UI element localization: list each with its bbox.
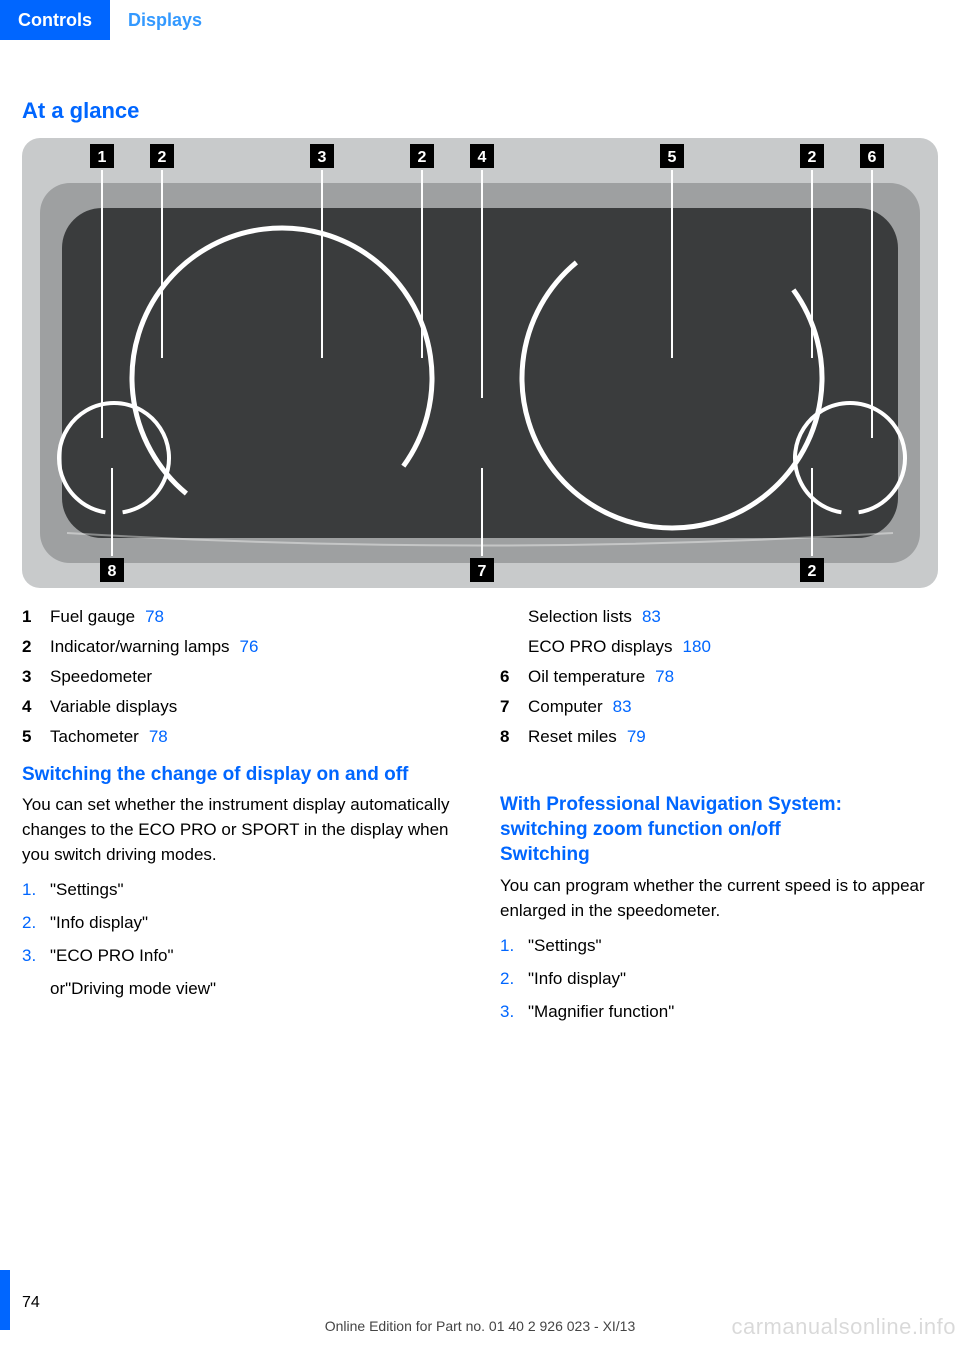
legend-number: 2 xyxy=(22,632,50,662)
instrument-diagram: 1 2 3 2 4 5 2 6 8 7 2 xyxy=(22,138,938,588)
switching-col: You can set whether the instrument displ… xyxy=(22,792,460,1032)
legend-text: Fuel gauge xyxy=(50,602,135,632)
legend-row: 5Tachometer 78 xyxy=(22,722,460,752)
legend-page-ref[interactable]: 79 xyxy=(627,722,646,752)
svg-text:1: 1 xyxy=(98,149,107,166)
header-tabs: Controls Displays xyxy=(0,0,960,40)
legend-row: 2Indicator/warning lamps 76 xyxy=(22,632,460,662)
zoom-h-l1: switching zoom function on/off xyxy=(500,819,781,840)
legend-row: 7Computer 83 xyxy=(500,692,938,722)
zoom-steps: 1."Settings"2."Info display"3."Magnifier… xyxy=(500,933,938,1024)
legend-page-ref[interactable]: 78 xyxy=(145,602,164,632)
zoom-h-l2: Switching xyxy=(500,844,590,865)
legend-page-ref[interactable]: 83 xyxy=(642,602,661,632)
switching-sub: or"Driving mode view" xyxy=(50,976,460,1001)
page-content: At a glance 12324526872 1Fuel gauge782In… xyxy=(0,40,960,1032)
page-number: 74 xyxy=(22,1294,938,1312)
legend-number: 8 xyxy=(500,722,528,752)
legend-page-ref[interactable]: 76 xyxy=(240,632,259,662)
step-row: 1."Settings" xyxy=(22,877,460,902)
step-row: 2."Info display" xyxy=(22,910,460,935)
legend-row: 1Fuel gauge 78 xyxy=(22,602,460,632)
legend-number: 6 xyxy=(500,662,528,692)
step-text: "Magnifier function" xyxy=(528,999,674,1024)
section-title: At a glance xyxy=(22,98,938,124)
step-row: 3."Magnifier function" xyxy=(500,999,938,1024)
legend-number: 3 xyxy=(22,662,50,692)
zoom-h-l0: With Professional Navigation System: xyxy=(500,794,842,815)
step-row: 2."Info display" xyxy=(500,966,938,991)
legend-text: Indicator/warning lamps xyxy=(50,632,230,662)
legend-page-ref[interactable]: 78 xyxy=(655,662,674,692)
legend-text: Variable displays xyxy=(50,692,177,722)
step-number: 2. xyxy=(500,966,528,991)
legend-text: Tachometer xyxy=(50,722,139,752)
svg-text:2: 2 xyxy=(808,149,817,166)
step-number: 1. xyxy=(500,933,528,958)
legend-row: 8Reset miles 79 xyxy=(500,722,938,752)
legend-text: Computer xyxy=(528,692,603,722)
watermark: carmanualsonline.info xyxy=(731,1314,956,1340)
step-row: 3."ECO PRO Info" xyxy=(22,943,460,968)
legend-row: ECO PRO displays 180 xyxy=(500,632,938,662)
svg-text:3: 3 xyxy=(318,149,327,166)
legend-number: 7 xyxy=(500,692,528,722)
switching-heading: Switching the change of display on and o… xyxy=(22,764,938,786)
svg-text:2: 2 xyxy=(158,149,167,166)
step-text: "Settings" xyxy=(528,933,602,958)
legend-page-ref[interactable]: 78 xyxy=(149,722,168,752)
legend-text: Oil temperature xyxy=(528,662,645,692)
step-number: 3. xyxy=(22,943,50,968)
zoom-col: With Professional Navigation System: swi… xyxy=(500,792,938,1032)
svg-text:7: 7 xyxy=(478,563,487,580)
svg-text:5: 5 xyxy=(668,149,677,166)
legend-number: 5 xyxy=(22,722,50,752)
legend-col-left: 1Fuel gauge782Indicator/warning lamps763… xyxy=(22,602,460,752)
legend-col-right: Selection lists83ECO PRO displays1806Oil… xyxy=(500,602,938,752)
step-number: 3. xyxy=(500,999,528,1024)
step-text: "Info display" xyxy=(528,966,626,991)
legend-text: ECO PRO displays xyxy=(528,632,673,662)
legend-row: 6Oil temperature 78 xyxy=(500,662,938,692)
svg-text:6: 6 xyxy=(868,149,877,166)
legend-text: Selection lists xyxy=(528,602,632,632)
svg-text:2: 2 xyxy=(808,563,817,580)
legend-text: Reset miles xyxy=(528,722,617,752)
legend-number: 4 xyxy=(22,692,50,722)
legend-row: 3Speedometer xyxy=(22,662,460,692)
svg-text:8: 8 xyxy=(108,563,117,580)
tab-displays: Displays xyxy=(110,0,220,40)
step-number: 2. xyxy=(22,910,50,935)
legend-page-ref[interactable]: 83 xyxy=(613,692,632,722)
step-text: "ECO PRO Info" xyxy=(50,943,174,968)
legend-text: Speedometer xyxy=(50,662,152,692)
step-number: 1. xyxy=(22,877,50,902)
step-text: "Settings" xyxy=(50,877,124,902)
tab-controls: Controls xyxy=(0,0,110,40)
zoom-heading: With Professional Navigation System: swi… xyxy=(500,792,938,867)
step-row: 1."Settings" xyxy=(500,933,938,958)
svg-text:4: 4 xyxy=(478,149,487,166)
switching-para: You can set whether the instrument displ… xyxy=(22,792,460,867)
legend-row: 4Variable displays xyxy=(22,692,460,722)
svg-text:2: 2 xyxy=(418,149,427,166)
legend-row: Selection lists 83 xyxy=(500,602,938,632)
step-text: "Info display" xyxy=(50,910,148,935)
legend: 1Fuel gauge782Indicator/warning lamps763… xyxy=(22,602,938,752)
switching-section: Switching the change of display on and o… xyxy=(22,764,938,1032)
zoom-para: You can program whether the current spee… xyxy=(500,873,938,923)
legend-number: 1 xyxy=(22,602,50,632)
legend-page-ref[interactable]: 180 xyxy=(683,632,711,662)
switching-steps: 1."Settings"2."Info display"3."ECO PRO I… xyxy=(22,877,460,968)
